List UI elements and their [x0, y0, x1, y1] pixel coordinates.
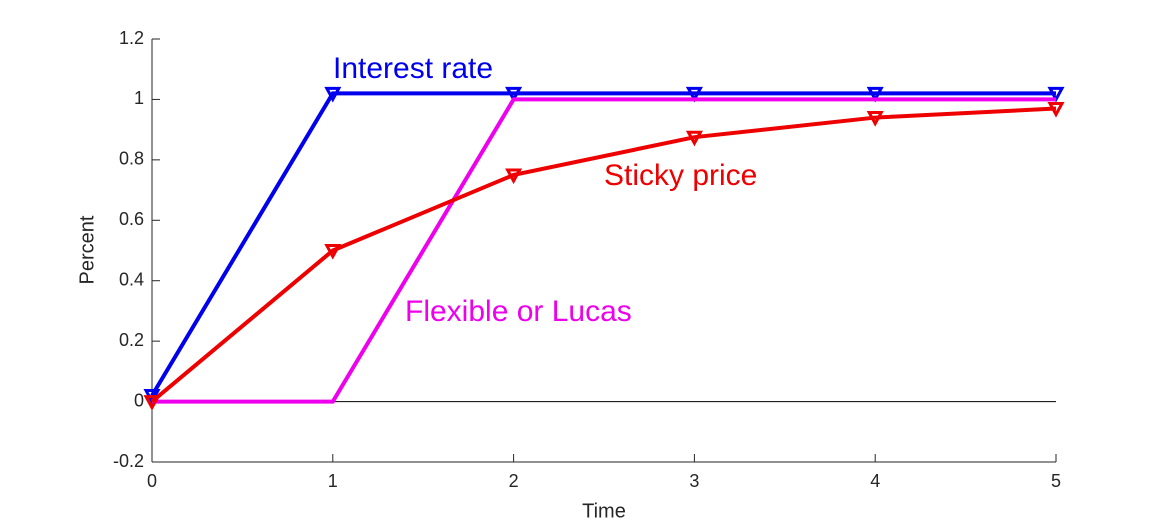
marker [324, 86, 342, 103]
marker [505, 86, 523, 103]
x-tick-label: 0 [147, 471, 157, 491]
x-tick-label: 2 [509, 471, 519, 491]
y-tick-label: 0 [134, 390, 144, 410]
y-tick-label: 0.2 [119, 330, 144, 350]
series-label: Sticky price [604, 159, 757, 192]
x-tick-label: 4 [870, 471, 880, 491]
y-tick-label: 0.4 [119, 269, 144, 289]
y-tick-label: 1 [134, 88, 144, 108]
x-axis-label: Time [582, 500, 626, 522]
x-tick-label: 3 [689, 471, 699, 491]
y-axis-label: Percent [76, 215, 98, 284]
series-line [152, 97, 1056, 404]
marker [324, 244, 342, 260]
series-label: Interest rate [333, 52, 493, 85]
x-tick-label: 1 [328, 471, 338, 491]
series-line [150, 91, 1056, 397]
x-tick-label: 5 [1051, 471, 1061, 491]
y-tick-label: 0.6 [119, 209, 144, 229]
series-line [150, 106, 1057, 404]
marker [505, 168, 523, 185]
marker [1047, 86, 1065, 103]
y-tick-label: -0.2 [113, 451, 144, 471]
marker [685, 86, 703, 103]
marker [866, 111, 884, 127]
marker [685, 130, 703, 147]
marker [1047, 101, 1065, 118]
y-tick-label: 0.8 [119, 149, 144, 169]
y-tick-label: 1.2 [119, 28, 144, 48]
marker [143, 395, 161, 411]
marker [866, 86, 884, 103]
series-label: Flexible or Lucas [405, 295, 632, 328]
